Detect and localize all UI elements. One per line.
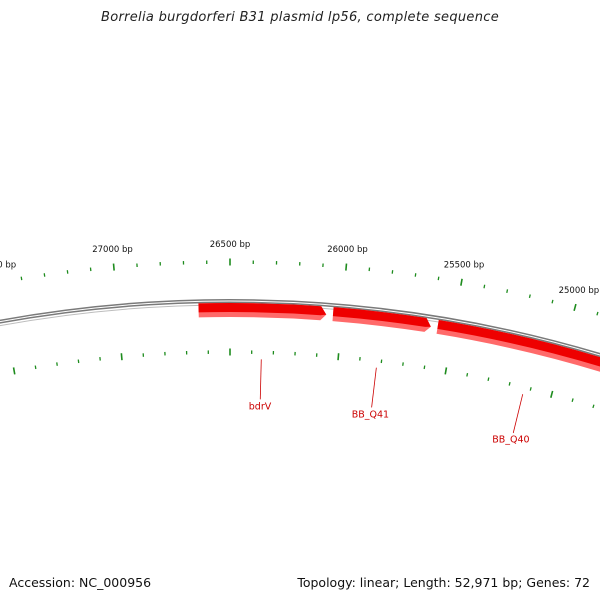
outer-tick-minor-24900 [596,311,599,316]
gene-label-BB_Q41: BB_Q41 [352,409,389,420]
inner-tick-minor-27400 [34,365,37,370]
inner-tick-ring [12,348,595,409]
inner-tick-major-25000 [550,390,554,398]
inner-tick-minor-24900 [571,398,574,403]
inner-tick-major-27000 [120,353,123,361]
gene-track [198,303,600,372]
leader-bdrV [259,359,262,400]
inner-tick-major-25500 [444,367,448,375]
gene-body-BB_Q41 [332,307,431,327]
inner-tick-minor-25600 [423,365,426,370]
inner-tick-minor-24800 [592,404,595,409]
outer-tick-major-26000 [345,263,348,271]
leader-BB_Q41 [371,367,377,408]
inner-tick-minor-25100 [529,387,532,391]
outer-tick-major-27000 [112,263,115,271]
leader-BB_Q40 [512,394,524,434]
outer-tick-minor-25100 [551,299,554,304]
outer-tick-minor-27400 [20,276,23,281]
outer-tick-ring [20,258,599,316]
inner-tick-minor-25200 [508,382,511,386]
inner-tick-minor-25400 [466,372,469,377]
topology-info: Topology: linear; Length: 52,971 bp; Gen… [297,575,590,590]
backbone-gap [0,300,600,356]
scale-label-26500: 26500 bp [210,240,251,250]
inner-tick-minor-25300 [487,377,490,382]
gene-bdrV [198,303,327,321]
scale-label-27500: 27500 bp [0,260,16,270]
gene-BB_Q40 [436,319,600,372]
outer-tick-minor-25600 [437,276,440,281]
map-title: Borrelia burgdorferi B31 plasmid lp56, c… [100,10,499,25]
scale-label-25000: 25000 bp [559,286,600,296]
scale-label-25500: 25500 bp [444,260,485,270]
outer-tick-minor-25300 [506,289,509,293]
outer-tick-minor-25400 [483,284,486,289]
accession-text: Accession: NC_000956 [9,575,152,590]
gene-label-bdrV: bdrV [249,401,272,412]
scale-label-27000: 27000 bp [92,245,133,255]
inner-tick-major-26000 [337,353,340,361]
outer-tick-minor-25200 [528,294,531,299]
inner-tick-major-27500 [12,367,16,375]
gene-body-BB_Q40 [437,319,600,367]
gene-label-BB_Q40: BB_Q40 [492,435,529,446]
scale-label-26000: 26000 bp [327,245,368,255]
gene-body-bdrV [198,303,327,316]
outer-tick-major-25500 [460,278,463,286]
outer-tick-major-25000 [573,303,577,312]
gene-BB_Q41 [332,307,431,332]
